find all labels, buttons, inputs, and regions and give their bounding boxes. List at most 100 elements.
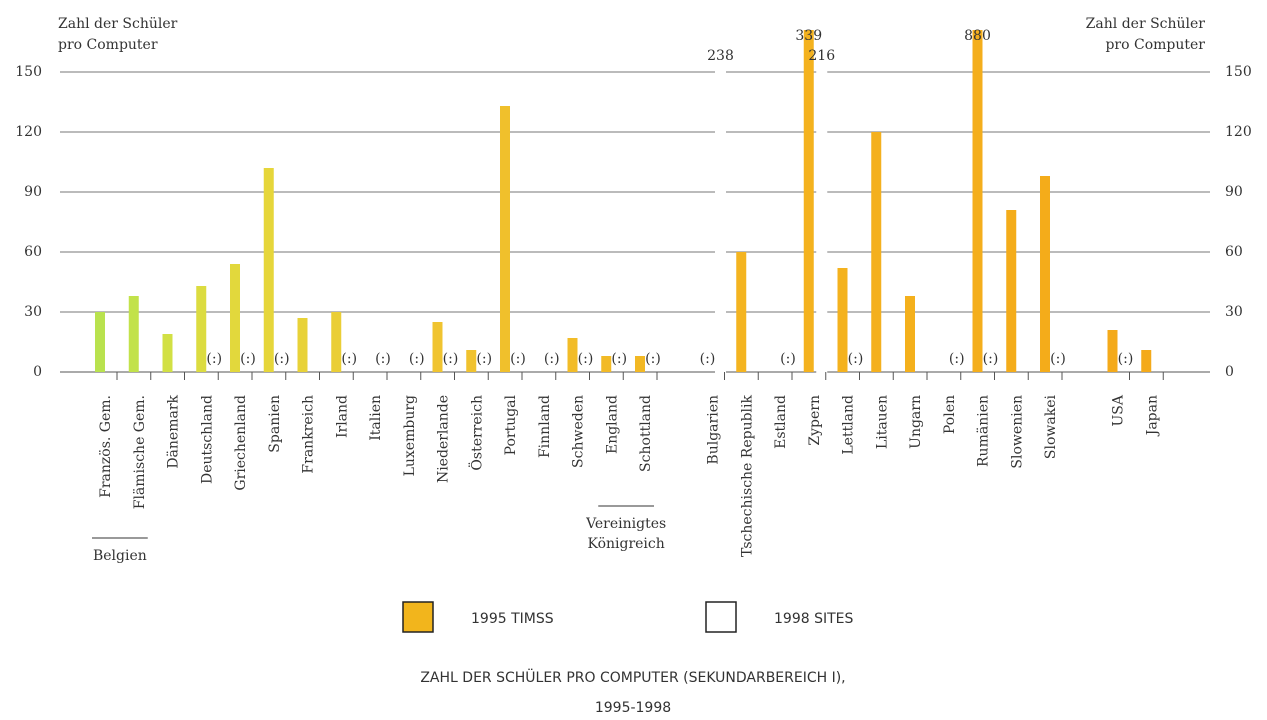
bar — [432, 322, 443, 372]
value-label: (:) — [1050, 351, 1066, 367]
value-label: (:) — [1118, 351, 1134, 367]
y-tick-label: 0 — [33, 364, 42, 380]
y-tick-label: 60 — [24, 244, 42, 260]
x-tick-label: England — [604, 395, 620, 454]
value-label: (:) — [409, 351, 425, 367]
legend-label: 1998 SITES — [774, 611, 853, 627]
value-label: (:) — [544, 351, 560, 367]
x-tick-label: Irland — [334, 395, 350, 438]
x-tick-label: Estland — [773, 395, 789, 449]
value-label: (:) — [240, 351, 256, 367]
value-label: (:) — [645, 351, 661, 367]
value-label: (:) — [274, 351, 290, 367]
bar — [715, 30, 726, 373]
y2-axis-title: Zahl der Schüler — [1086, 16, 1206, 32]
bar — [196, 286, 207, 372]
bar — [803, 30, 814, 372]
x-tick-label: Niederlande — [436, 395, 452, 483]
bar — [972, 30, 983, 372]
y2-tick-label: 120 — [1225, 124, 1252, 140]
x-tick-label: Dänemark — [166, 394, 182, 468]
group-label: Königreich — [587, 536, 664, 552]
value-label: (:) — [510, 351, 526, 367]
value-label: 880 — [964, 28, 991, 44]
value-label: (:) — [983, 351, 999, 367]
x-tick-label: Rumänien — [976, 395, 992, 467]
x-tick-label: Spanien — [267, 395, 283, 453]
bar — [567, 338, 578, 372]
y-tick-label: 30 — [24, 304, 42, 320]
x-tick-label: Slowenien — [1009, 395, 1025, 469]
x-tick-label: Griechenland — [233, 395, 249, 491]
x-tick-label: Finnland — [537, 395, 553, 458]
x-tick-label: Portugal — [503, 394, 519, 455]
x-tick-label: USA — [1111, 394, 1127, 426]
bar — [905, 296, 915, 372]
bar — [816, 30, 828, 373]
y-tick-label: 120 — [15, 124, 42, 140]
bar — [162, 334, 173, 372]
y2-tick-label: 30 — [1225, 304, 1243, 320]
bar — [466, 350, 477, 372]
x-tick-label: Italien — [368, 395, 384, 441]
x-tick-label: Luxemburg — [402, 395, 418, 476]
y2-tick-label: 150 — [1225, 64, 1252, 80]
group-label: Vereinigtes — [585, 516, 666, 532]
bar — [297, 318, 308, 372]
x-tick-label: Schottland — [638, 395, 654, 472]
y-tick-label: 150 — [15, 64, 42, 80]
value-label: (:) — [780, 351, 796, 367]
bar — [230, 264, 240, 372]
x-tick-label: Schweden — [571, 395, 587, 468]
y2-tick-label: 90 — [1225, 184, 1243, 200]
x-tick-label: Polen — [942, 395, 958, 434]
y2-tick-label: 0 — [1225, 364, 1234, 380]
bar — [871, 132, 882, 372]
y-tick-label: 90 — [24, 184, 42, 200]
value-label: 339 — [795, 28, 822, 44]
legend-swatch — [402, 601, 434, 633]
bar — [1006, 210, 1017, 372]
x-tick-label: Tschechische Republik — [739, 394, 755, 556]
value-label: (:) — [848, 351, 864, 367]
value-label: (:) — [949, 351, 965, 367]
bar — [1107, 330, 1118, 372]
x-tick-label: Lettland — [841, 395, 857, 455]
x-tick-label: Deutschland — [199, 395, 215, 484]
bar — [736, 252, 747, 372]
value-label: (:) — [476, 351, 492, 367]
x-tick-label: Französ. Gem. — [98, 395, 114, 498]
value-label: (:) — [578, 351, 594, 367]
x-tick-label: Bulgarien — [706, 395, 722, 465]
plot-area — [95, 30, 1152, 373]
y-axis-title: Zahl der Schüler — [58, 16, 178, 32]
value-label: (:) — [375, 351, 391, 367]
bar — [95, 312, 105, 372]
group-label: Belgien — [93, 548, 147, 564]
x-tick-label: Slowakei — [1043, 394, 1059, 459]
bar — [500, 106, 510, 372]
value-label: (:) — [206, 351, 222, 367]
bar — [331, 312, 342, 372]
x-tick-label: Zypern — [807, 395, 823, 446]
bar — [1040, 176, 1050, 372]
legend-label: 1995 TIMSS — [471, 611, 554, 627]
y-axis-title: pro Computer — [58, 37, 158, 53]
x-tick-label: Ungarn — [908, 395, 924, 449]
chart-title: 1995-1998 — [595, 700, 671, 716]
x-tick-label: Österreich — [467, 395, 485, 471]
bar — [635, 356, 645, 372]
bar — [601, 356, 612, 372]
legend-swatch — [705, 601, 737, 633]
bar — [128, 296, 139, 372]
x-tick-label: Frankreich — [301, 395, 317, 474]
x-tick-label: Litauen — [874, 395, 890, 449]
y2-tick-label: 60 — [1225, 244, 1243, 260]
x-tick-label: Japan — [1144, 395, 1160, 437]
x-tick-label: Flämische Gem. — [132, 395, 148, 509]
y2-axis-title: pro Computer — [1105, 37, 1205, 53]
value-label: (:) — [611, 351, 627, 367]
value-label: (:) — [341, 351, 357, 367]
chart-title: ZAHL DER SCHÜLER PRO COMPUTER (SEKUNDARB… — [420, 668, 845, 686]
